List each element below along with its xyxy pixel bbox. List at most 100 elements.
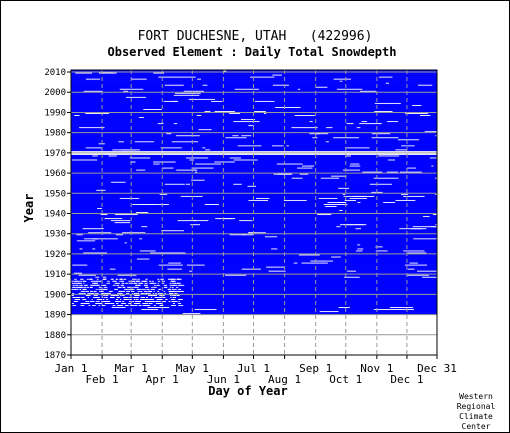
year-row-1982 <box>71 126 437 129</box>
missing-days <box>150 252 164 254</box>
missing-days <box>120 299 122 300</box>
year-row-1938 <box>71 215 437 218</box>
missing-days <box>152 294 154 296</box>
missing-days <box>172 296 176 298</box>
missing-days <box>159 294 163 296</box>
missing-days <box>135 282 138 284</box>
missing-days <box>145 303 148 304</box>
missing-days <box>136 292 139 294</box>
missing-days <box>168 288 170 290</box>
missing-days <box>105 288 108 290</box>
missing-days <box>94 296 98 298</box>
missing-days <box>342 193 346 195</box>
year-row-1944 <box>71 203 437 206</box>
y-axis: 1870 1880 1890 1900 1910 1920 1930 1940 1950 1960… <box>44 68 71 361</box>
missing-days <box>169 284 173 286</box>
x-tick-label: Jul 1 <box>237 362 270 375</box>
missing-days <box>431 226 437 228</box>
missing-days <box>325 206 337 207</box>
year-row-1891 <box>71 310 437 313</box>
missing-days <box>168 262 181 264</box>
missing-days <box>73 296 78 298</box>
missing-days <box>164 183 185 185</box>
missing-days <box>310 260 334 262</box>
missing-days <box>387 121 399 123</box>
missing-days <box>339 210 343 211</box>
missing-days <box>254 111 266 112</box>
year-row-1931 <box>71 229 437 233</box>
y-tick-label: 1970 <box>44 149 66 159</box>
missing-days <box>146 288 150 290</box>
missing-days <box>157 280 161 282</box>
missing-days <box>126 96 147 98</box>
missing-days <box>172 290 175 292</box>
credit-line-1: Western <box>459 392 493 401</box>
missing-days <box>160 147 182 149</box>
missing-days <box>113 294 117 296</box>
missing-days <box>188 98 216 100</box>
year-row-1919 <box>71 253 437 257</box>
missing-days <box>315 133 320 135</box>
year-row-1957 <box>71 177 437 180</box>
missing-days <box>375 246 383 248</box>
missing-days <box>140 296 145 298</box>
missing-days <box>99 290 103 292</box>
year-row-1958 <box>71 175 437 178</box>
x-tick-label: Jan 1 <box>54 362 87 375</box>
missing-days <box>72 305 76 306</box>
missing-days <box>198 129 212 131</box>
missing-days <box>168 290 173 292</box>
missing-days <box>191 169 198 171</box>
missing-days <box>173 284 176 286</box>
missing-days <box>119 280 122 282</box>
missing-days <box>133 292 137 294</box>
missing-days <box>83 286 87 288</box>
missing-days <box>117 286 121 288</box>
missing-days <box>77 296 80 298</box>
missing-days <box>424 131 437 133</box>
missing-days <box>422 276 437 278</box>
missing-days <box>71 282 75 284</box>
missing-days <box>264 113 267 114</box>
missing-days <box>383 201 396 203</box>
missing-days <box>291 177 303 179</box>
missing-days <box>134 301 137 302</box>
missing-days <box>173 280 176 282</box>
missing-days <box>92 238 118 240</box>
missing-days <box>119 88 144 90</box>
year-row-1910 <box>71 272 437 275</box>
missing-days <box>153 163 160 165</box>
missing-days <box>116 301 119 302</box>
missing-days <box>165 299 168 300</box>
missing-days <box>134 305 138 306</box>
missing-days <box>135 212 149 214</box>
missing-days <box>158 264 183 266</box>
missing-days <box>111 278 114 280</box>
missing-days <box>369 183 393 185</box>
missing-days <box>125 290 130 292</box>
missing-days <box>202 84 208 86</box>
missing-days <box>79 296 81 298</box>
missing-days <box>82 296 85 298</box>
missing-days <box>78 280 80 282</box>
year-row-1976 <box>71 138 437 142</box>
missing-days <box>116 282 120 284</box>
missing-days <box>145 296 149 298</box>
missing-days <box>123 296 127 298</box>
missing-days <box>399 228 423 230</box>
missing-days <box>350 163 360 165</box>
missing-days <box>413 238 437 240</box>
missing-days <box>145 282 148 284</box>
y-tick-label: 1930 <box>44 230 66 240</box>
missing-days <box>157 123 164 125</box>
missing-days <box>185 157 209 159</box>
year-row-1951 <box>71 189 437 192</box>
missing-days <box>117 296 120 298</box>
year-row-1991 <box>71 108 437 111</box>
missing-days <box>88 301 90 302</box>
missing-days <box>88 278 93 280</box>
missing-days <box>435 177 437 179</box>
missing-days <box>97 208 102 209</box>
year-row-1940 <box>71 211 437 214</box>
missing-days <box>333 78 352 80</box>
